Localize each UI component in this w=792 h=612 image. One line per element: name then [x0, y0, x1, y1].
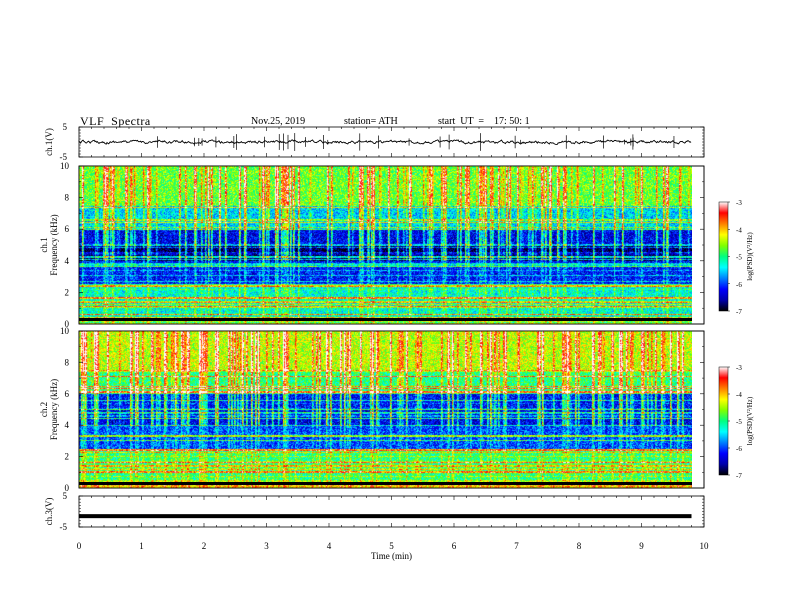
ch1-spectrogram-ytick-label: 2 [65, 287, 70, 297]
ch1-spectrogram-colorbar-label: log(PSD)(V²/Hz) [746, 232, 754, 281]
x-tick-label: 0 [77, 541, 82, 551]
x-tick-label: 4 [327, 541, 332, 551]
panel-frame [78, 495, 705, 528]
start-time-label: start UT = 17: 50: 1 [438, 116, 530, 127]
ch2-spectrogram-colorbar [718, 366, 729, 476]
ch3-waveform-ytick-label: -5 [60, 522, 68, 532]
ch1-spectrogram-colorbar-tick-label: -4 [736, 226, 742, 234]
ch1-spectrogram-frame [78, 165, 705, 325]
ch3-waveform-ytick-label: 5 [63, 491, 68, 501]
ch2-spectrogram-ytick-label: 8 [65, 357, 70, 367]
ch3-waveform-trace [79, 514, 692, 519]
ch2-spectrogram-colorbar-label: log(PSD)(V²/Hz) [746, 396, 754, 445]
ch3-waveform-ylabel: ch.3(V) [44, 498, 54, 526]
ch2-spectrogram-colorbar-tick-label: -4 [736, 391, 742, 399]
ch2-spectrogram-ytick-label: 0 [65, 483, 70, 493]
ch2-spectrogram-ylabel-channel: ch.2 [39, 402, 49, 417]
ch2-spectrogram-ytick-label: 6 [65, 389, 70, 399]
ch1-spectrogram-heatmap [79, 166, 692, 324]
ch1-spectrogram-baseline-band [79, 318, 692, 321]
x-tick-label: 7 [514, 541, 519, 551]
ch2-spectrogram-colorbar-tick-label: -6 [736, 445, 742, 453]
x-tick-label: 6 [452, 541, 457, 551]
ch1-spectrogram-colorbar-tick-label: -3 [736, 199, 742, 207]
ch1-spectrogram-ytick-label: 4 [65, 256, 70, 266]
x-tick-label: 8 [577, 541, 582, 551]
ch1-waveform-ytick-label: 5 [63, 122, 68, 132]
x-axis-label: Time (min) [371, 551, 412, 561]
x-tick-label: 5 [389, 541, 394, 551]
ch2-spectrogram-baseline-band [79, 482, 692, 485]
ch2-spectrogram-frame [78, 330, 705, 489]
ch1-spectrogram-ytick-label: 8 [65, 193, 70, 203]
x-tick-label: 1 [139, 541, 144, 551]
ch1-waveform-ytick-label: -5 [60, 152, 68, 162]
ch1-spectrogram-colorbar-tick-label: -5 [736, 254, 742, 262]
ch1-spectrogram-colorbar [718, 201, 729, 312]
x-tick-label: 2 [202, 541, 207, 551]
ch1-spectrogram-colorbar-tick-label: -7 [736, 308, 742, 316]
ch1-waveform-trace [78, 139, 692, 145]
ch2-spectrogram-colorbar-tick-label: -5 [736, 418, 742, 426]
ch2-spectrogram-ylabel-freq: Frequency (kHz) [49, 379, 59, 440]
ch1-spectrogram-ytick-label: 6 [65, 224, 70, 234]
ch1-waveform-ylabel: ch.1(V) [44, 128, 54, 156]
ch2-spectrogram-heatmap [79, 331, 692, 488]
ch2-spectrogram-colorbar-tick-label: -7 [736, 472, 742, 480]
ch1-spectrogram-ytick-label: 10 [60, 161, 70, 171]
x-tick-label: 3 [264, 541, 269, 551]
ch2-spectrogram-ytick-label: 4 [65, 420, 70, 430]
ch1-spectrogram-ylabel-channel: ch.1 [39, 237, 49, 252]
x-tick-label: 10 [700, 541, 710, 551]
ch1-spectrogram-ylabel-freq: Frequency (kHz) [49, 214, 59, 275]
ch2-spectrogram-ytick-label: 10 [60, 326, 70, 336]
ch2-spectrogram-ytick-label: 2 [65, 452, 70, 462]
ch1-spectrogram-colorbar-tick-label: -6 [736, 281, 742, 289]
chart-title: VLF Spectra [80, 114, 151, 128]
x-tick-label: 9 [639, 541, 644, 551]
ch1-spectrogram-ytick-label: 0 [65, 319, 70, 329]
station-label: station= ATH [344, 116, 398, 127]
date-label: Nov.25, 2019 [251, 116, 306, 127]
ch2-spectrogram-colorbar-tick-label: -3 [736, 364, 742, 372]
